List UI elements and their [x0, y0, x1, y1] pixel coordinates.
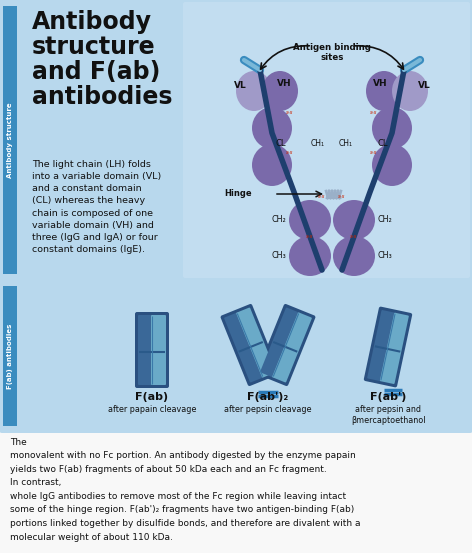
- FancyBboxPatch shape: [138, 315, 153, 385]
- Text: s-s: s-s: [287, 111, 294, 116]
- FancyBboxPatch shape: [272, 312, 312, 383]
- FancyBboxPatch shape: [135, 312, 169, 388]
- Text: CH₁: CH₁: [311, 138, 325, 148]
- Ellipse shape: [333, 236, 375, 276]
- Text: VH: VH: [277, 79, 291, 87]
- Text: CH₁: CH₁: [339, 138, 353, 148]
- Text: after pepsin and
βmercaptoethanol: after pepsin and βmercaptoethanol: [351, 405, 425, 425]
- Ellipse shape: [262, 71, 298, 111]
- Ellipse shape: [289, 236, 331, 276]
- Text: VL: VL: [418, 81, 430, 91]
- Text: CL: CL: [378, 138, 388, 148]
- Bar: [3, 286, 17, 426]
- Text: molecular weight of about 110 kDa.: molecular weight of about 110 kDa.: [10, 533, 173, 541]
- FancyBboxPatch shape: [257, 304, 315, 386]
- FancyBboxPatch shape: [0, 0, 472, 281]
- FancyBboxPatch shape: [260, 307, 300, 378]
- Text: VL: VL: [234, 81, 246, 91]
- Text: F(ab): F(ab): [135, 392, 169, 402]
- Text: CH₂: CH₂: [271, 216, 286, 225]
- Text: some of the hinge region. F(ab')₂ fragments have two antigen-binding F(ab): some of the hinge region. F(ab')₂ fragme…: [10, 505, 354, 514]
- Text: CH₃: CH₃: [378, 252, 393, 260]
- Text: s-s: s-s: [287, 150, 294, 155]
- Text: In contrast,: In contrast,: [10, 478, 64, 488]
- Text: after pepsin cleavage: after pepsin cleavage: [224, 405, 312, 414]
- Text: portions linked together by disulfide bonds, and therefore are divalent with a: portions linked together by disulfide bo…: [10, 519, 361, 528]
- Text: The: The: [10, 438, 30, 447]
- FancyBboxPatch shape: [380, 313, 409, 384]
- Text: Antigen binding
sites: Antigen binding sites: [293, 43, 371, 62]
- Text: Antibody structure: Antibody structure: [7, 102, 13, 178]
- Text: s-s: s-s: [350, 233, 358, 238]
- Text: s-s: s-s: [338, 194, 346, 199]
- Ellipse shape: [252, 144, 292, 186]
- FancyBboxPatch shape: [364, 307, 412, 387]
- Ellipse shape: [289, 200, 331, 240]
- Text: VH: VH: [373, 79, 388, 87]
- FancyBboxPatch shape: [367, 310, 396, 381]
- Text: s-s: s-s: [371, 150, 378, 155]
- Bar: [3, 6, 17, 274]
- Text: CH₃: CH₃: [271, 252, 286, 260]
- Text: CH₂: CH₂: [378, 216, 393, 225]
- Ellipse shape: [372, 144, 412, 186]
- Text: CL: CL: [276, 138, 286, 148]
- FancyBboxPatch shape: [0, 279, 472, 433]
- Ellipse shape: [236, 71, 272, 111]
- Ellipse shape: [333, 200, 375, 240]
- FancyBboxPatch shape: [224, 312, 264, 383]
- Text: s-s: s-s: [306, 233, 314, 238]
- FancyBboxPatch shape: [183, 2, 470, 278]
- FancyBboxPatch shape: [236, 307, 276, 378]
- Text: s-s: s-s: [318, 194, 326, 199]
- Ellipse shape: [392, 71, 428, 111]
- Text: F(ab) antibodies: F(ab) antibodies: [7, 324, 13, 389]
- Text: s-s: s-s: [371, 111, 378, 116]
- Ellipse shape: [366, 71, 402, 111]
- Ellipse shape: [252, 107, 292, 149]
- Ellipse shape: [372, 107, 412, 149]
- Text: after papain cleavage: after papain cleavage: [108, 405, 196, 414]
- Text: Antibody
structure
and F(ab)
antibodies: Antibody structure and F(ab) antibodies: [32, 10, 172, 109]
- Text: Hinge: Hinge: [224, 190, 252, 199]
- Text: The light chain (LH) folds
into a variable domain (VL)
and a constant domain
(CL: The light chain (LH) folds into a variab…: [32, 160, 161, 254]
- Text: F(ab')₂: F(ab')₂: [247, 392, 288, 402]
- FancyBboxPatch shape: [220, 304, 279, 386]
- Text: yields two F(ab) fragments of about 50 kDa each and an Fc fragment.: yields two F(ab) fragments of about 50 k…: [10, 465, 327, 474]
- Text: F(ab'): F(ab'): [370, 392, 406, 402]
- Text: whole IgG antibodies to remove most of the Fc region while leaving intact: whole IgG antibodies to remove most of t…: [10, 492, 346, 501]
- Text: monovalent with no Fc portion. An antibody digested by the enzyme papain: monovalent with no Fc portion. An antibo…: [10, 451, 356, 461]
- FancyBboxPatch shape: [151, 315, 166, 385]
